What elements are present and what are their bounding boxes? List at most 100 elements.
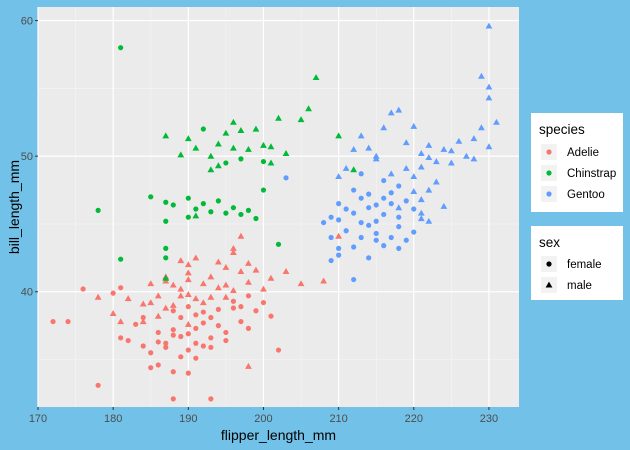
point-gentoo-male [410, 188, 418, 194]
point-chinstrap-male [162, 132, 170, 139]
y-tick-label: 40 [21, 287, 33, 299]
point-chinstrap-male [260, 141, 267, 148]
point-adelie-female [253, 308, 259, 314]
point-adelie-male [154, 312, 162, 319]
point-gentoo-male [425, 154, 433, 161]
sex-legend-entries: female male [541, 256, 602, 293]
point-adelie-female [185, 370, 191, 376]
point-adelie-female [185, 304, 191, 310]
point-adelie-female [65, 318, 71, 325]
point-gentoo-female [351, 244, 357, 250]
point-chinstrap-female [170, 202, 176, 208]
point-gentoo-female [373, 218, 379, 224]
point-chinstrap-male [350, 166, 358, 173]
point-chinstrap-male [252, 125, 260, 132]
point-adelie-female [170, 332, 176, 338]
point-adelie-female [275, 347, 282, 353]
point-adelie-female [163, 344, 169, 350]
point-gentoo-male [417, 150, 425, 156]
point-gentoo-male [425, 186, 433, 193]
point-adelie-female [155, 339, 161, 345]
point-adelie-male [222, 281, 230, 288]
point-adelie-male [222, 293, 230, 300]
point-adelie-male [335, 232, 343, 239]
point-adelie-male [184, 320, 192, 327]
point-adelie-female [208, 396, 214, 402]
point-gentoo-male [455, 137, 463, 144]
point-gentoo-male [410, 122, 418, 129]
point-adelie-female [215, 306, 221, 312]
panel-background [38, 7, 519, 407]
point-adelie-male [192, 254, 200, 261]
legend-label-male: male [567, 280, 592, 292]
point-chinstrap-female [185, 214, 191, 220]
point-gentoo-male [365, 144, 373, 151]
point-gentoo-male [485, 22, 493, 29]
point-gentoo-male [417, 209, 425, 216]
point-gentoo-female [381, 211, 387, 218]
point-adelie-male [139, 300, 147, 307]
point-chinstrap-male [192, 212, 200, 219]
point-gentoo-female [358, 219, 364, 226]
point-chinstrap-male [177, 151, 185, 158]
point-adelie-female [193, 340, 199, 346]
species-legend-entries: Adelie Chinstrap Gentoo [541, 144, 616, 202]
point-adelie-male [184, 269, 192, 276]
point-chinstrap-female [223, 160, 229, 166]
point-gentoo-male [410, 173, 418, 180]
point-adelie-female [268, 313, 274, 319]
point-adelie-male [320, 277, 327, 284]
point-adelie-female [193, 312, 199, 318]
point-gentoo-male [387, 109, 395, 116]
sex-legend: sex female male [531, 226, 623, 300]
point-adelie-male [230, 244, 237, 251]
point-adelie-male [237, 268, 245, 274]
point-gentoo-female [336, 217, 342, 223]
y-axis-ticks: 40 50 60 [21, 16, 38, 299]
point-chinstrap-female [260, 187, 267, 193]
point-gentoo-male [335, 173, 343, 180]
point-adelie-female [95, 382, 101, 388]
legend-label-adelie: Adelie [567, 147, 599, 159]
point-chinstrap-female [163, 218, 169, 224]
point-gentoo-female [396, 183, 402, 189]
point-chinstrap-female [200, 126, 206, 132]
point-chinstrap-female [163, 255, 169, 261]
point-gentoo-male [478, 72, 485, 79]
point-gentoo-female [366, 255, 372, 261]
point-adelie-female [260, 299, 267, 306]
legend-key-female [546, 261, 552, 267]
data-points [50, 22, 500, 402]
point-gentoo-male [417, 196, 425, 203]
point-chinstrap-female [230, 205, 237, 211]
point-adelie-male [184, 261, 192, 268]
sex-legend-title: sex [539, 235, 560, 250]
point-gentoo-male [357, 132, 365, 139]
legend-key-male [545, 281, 553, 288]
point-adelie-male [139, 318, 147, 325]
point-gentoo-female [396, 245, 402, 251]
point-adelie-male [154, 292, 162, 299]
point-chinstrap-female [95, 207, 101, 213]
point-gentoo-male [395, 204, 403, 211]
point-adelie-male [94, 293, 102, 300]
point-adelie-male [124, 295, 132, 302]
point-adelie-female [245, 293, 252, 299]
point-adelie-female [200, 309, 206, 315]
point-gentoo-male [425, 217, 433, 224]
point-adelie-female [118, 335, 124, 341]
species-legend-title: species [539, 122, 585, 137]
point-gentoo-female [373, 230, 379, 237]
point-adelie-male [282, 268, 290, 274]
point-gentoo-female [351, 187, 357, 193]
point-adelie-female [118, 285, 124, 291]
x-tick-label: 190 [179, 413, 197, 425]
point-adelie-female [170, 327, 176, 333]
point-gentoo-female [388, 234, 394, 241]
point-adelie-male [177, 285, 185, 292]
y-tick-label: 50 [21, 151, 33, 163]
point-adelie-male [207, 293, 215, 300]
point-gentoo-female [328, 257, 334, 264]
point-adelie-female [230, 305, 237, 311]
